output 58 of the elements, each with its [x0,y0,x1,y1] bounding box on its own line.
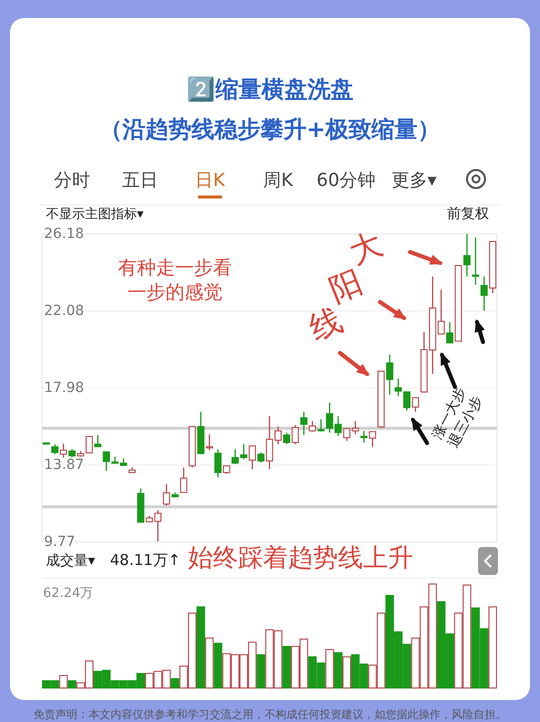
candlestick [51,444,58,455]
bar [334,652,342,688]
annotation: 大阳线 [304,224,388,348]
bar [214,642,222,688]
candlestick [463,233,471,278]
candlestick [360,430,368,444]
text: 60分钟 [316,170,376,191]
candlestick [162,484,170,506]
y-tick-label: 13.87 [44,457,84,474]
candlestick [206,434,213,451]
candlestick [386,354,394,396]
bar [68,680,76,688]
candlestick [180,466,188,494]
text: 五日 [122,170,158,191]
candlestick [446,321,454,344]
bar [488,606,497,688]
y-tick-label: 26.18 [44,226,84,242]
bar [170,678,180,688]
candlestick [283,432,290,445]
annotation: 有种走一步看一步的感觉 [118,257,232,304]
text: 不显示主图指标▾ [46,206,144,222]
candlestick [368,431,376,448]
chart-subtitle: （沿趋势线稳步攀升+极致缩量） [99,117,441,143]
candlestick [257,452,265,464]
text: 免责声明：本文内容仅供参考和学习交流之用，不构成任何投资建议，如您据此操作，风险自担。 [34,708,506,721]
text: 分时 [54,170,90,191]
candlestick [248,445,256,470]
candlestick [292,424,299,445]
text: 48.11万↑ [110,551,181,569]
candlestick [394,378,402,397]
y-tick-label: 22.08 [44,302,84,319]
candlestick [317,418,325,432]
candlestick [60,443,68,458]
text: 日K [195,170,226,191]
candlestick [472,236,480,286]
text: 始终踩着趋势线上升 [188,543,413,572]
bar [342,656,352,688]
candlestick [412,397,420,412]
text: 周K [263,170,294,191]
bar [205,638,214,688]
candlestick [214,448,222,478]
y-tick-label: 9.77 [44,534,76,550]
text: 成交量▾ [46,553,96,569]
candlestick [480,276,488,312]
chart-title: 2⃣缩量横盘洗盘 [186,76,354,103]
candlestick [403,391,410,412]
annotation: 涨一大步退三小步 [429,384,486,450]
annotation: 62.24万 [43,586,94,601]
candlestick [94,434,102,448]
bar [196,606,206,688]
y-tick-label: 17.98 [44,380,84,396]
text: 前复权 [447,206,489,222]
bar [325,649,334,688]
bar [256,654,266,688]
bar [59,675,68,688]
bar [282,646,291,688]
candlestick [300,411,308,436]
text: 更多▾ [391,170,437,191]
